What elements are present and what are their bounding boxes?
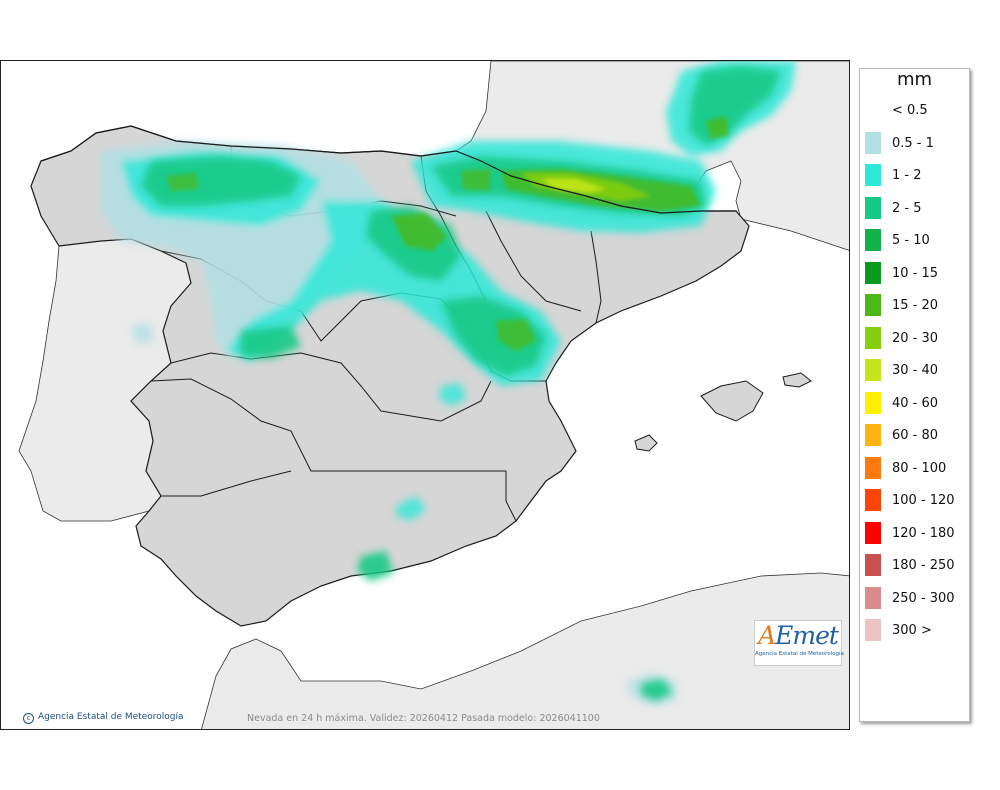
logo-wordmark: AEmet (758, 621, 839, 650)
map-caption: Nevada en 24 h máxima. Validez: 20260412… (247, 713, 600, 724)
legend-swatch (865, 424, 881, 446)
legend-label: 120 - 180 (892, 525, 955, 541)
legend-label: 60 - 80 (892, 428, 939, 443)
legend-row: 300 > (863, 619, 967, 641)
legend-swatch (865, 489, 881, 511)
legend-label: 40 - 60 (892, 395, 939, 411)
legend-row: 30 - 40 (863, 359, 967, 381)
legend-row: 60 - 80 (863, 424, 967, 446)
legend-row: 180 - 250 (863, 554, 967, 576)
legend-swatch (865, 326, 881, 349)
legend-swatch (865, 359, 881, 381)
legend-label: 2 - 5 (892, 200, 922, 216)
mallorca-island (700, 380, 764, 422)
legend-swatch (865, 294, 881, 316)
legend-swatch (865, 456, 881, 479)
legend-row: < 0.5 (863, 99, 967, 121)
legend-row: 250 - 300 (863, 586, 967, 609)
legend-row: 1 - 2 (863, 164, 967, 186)
menorca-island (782, 372, 812, 388)
legend-label: 5 - 10 (892, 233, 930, 248)
legend-label: 1 - 2 (892, 168, 922, 183)
legend-panel: mm < 0.5 0.5 - 1 1 - 2 2 - 5 5 - 10 10 - 15 15… (859, 68, 970, 722)
legend-swatch (865, 554, 881, 576)
legend-label: 20 - 30 (892, 330, 939, 346)
copyright-icon: c (23, 713, 34, 724)
legend-row: 10 - 15 (863, 261, 967, 284)
legend-swatch (865, 99, 881, 121)
legend-label: 250 - 300 (892, 590, 955, 606)
legend-swatch (865, 586, 881, 609)
legend-swatch (865, 391, 881, 414)
legend-swatch (865, 261, 881, 284)
copyright-text: Agencia Estatal de Meteorología (38, 712, 184, 722)
spain-coastline (40, 125, 736, 214)
legend-row: 2 - 5 (863, 196, 967, 219)
legend-swatch (865, 229, 881, 251)
legend-label: 15 - 20 (892, 298, 939, 313)
aemet-logo: AEmet Agencia Estatal de Meteorología (754, 620, 844, 666)
logo-subtitle: Agencia Estatal de Meteorología (755, 651, 844, 657)
forecast-map: c Agencia Estatal de Meteorología Nevada … (0, 60, 850, 730)
legend-label: 10 - 15 (892, 265, 939, 281)
legend-label: 300 > (892, 623, 932, 638)
legend-label: 30 - 40 (892, 363, 939, 378)
ibiza-island (634, 434, 658, 452)
legend-swatch (865, 164, 881, 186)
legend-row: 0.5 - 1 (863, 131, 967, 154)
legend-swatch (865, 521, 881, 544)
legend-swatch (865, 131, 881, 154)
legend-row: 15 - 20 (863, 294, 967, 316)
snow-field (101, 61, 796, 706)
legend-swatch (865, 196, 881, 219)
legend-unit: mm (896, 69, 933, 90)
legend-label: 180 - 250 (892, 558, 955, 573)
legend-label: < 0.5 (892, 103, 928, 118)
legend-row: 100 - 120 (863, 489, 967, 511)
africa-land (201, 572, 849, 729)
legend-row: 120 - 180 (863, 521, 967, 544)
legend-row: 40 - 60 (863, 391, 967, 414)
legend-row: 80 - 100 (863, 456, 967, 479)
legend-label: 100 - 120 (892, 493, 955, 508)
map-canvas (1, 61, 849, 729)
legend-row: 5 - 10 (863, 229, 967, 251)
legend-label: 0.5 - 1 (892, 135, 934, 151)
legend-row: 20 - 30 (863, 326, 967, 349)
copyright-label: c Agencia Estatal de Meteorología (23, 712, 184, 724)
legend-swatch (865, 619, 881, 641)
legend-label: 80 - 100 (892, 460, 947, 476)
